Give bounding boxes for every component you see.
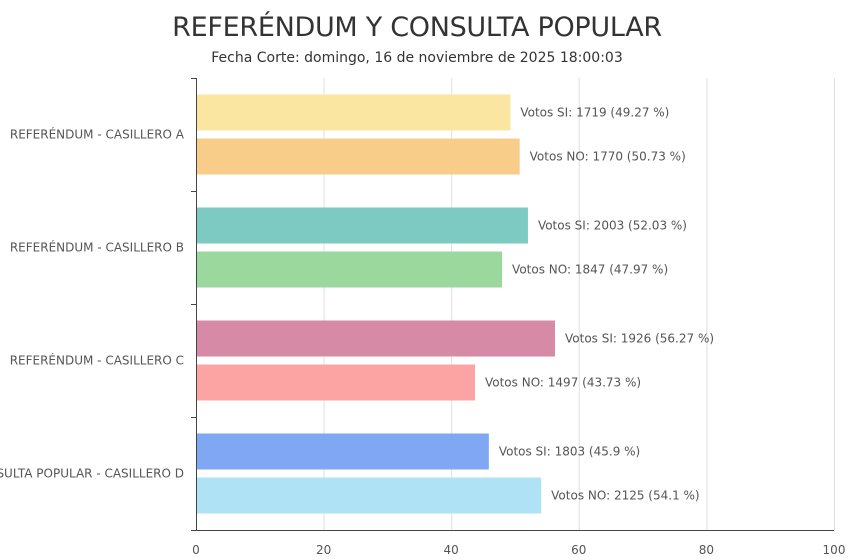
data-label: Votos NO: 1770 (50.73 %) (530, 150, 686, 164)
data-label: Votos SI: 1926 (56.27 %) (565, 332, 714, 346)
bar (197, 364, 475, 401)
bar (197, 251, 503, 288)
x-tick-label: 80 (699, 543, 714, 557)
chart-subtitle: Fecha Corte: domingo, 16 de noviembre de… (211, 50, 623, 66)
category-label: REFERÉNDUM - CASILLERO B (10, 240, 184, 255)
x-tick-label: 100 (823, 543, 846, 557)
x-tick-label: 60 (571, 543, 586, 557)
category-label: CONSULTA POPULAR - CASILLERO D (0, 467, 184, 481)
category-label: REFERÉNDUM - CASILLERO C (10, 353, 184, 368)
data-label: Votos SI: 1719 (49.27 %) (520, 106, 669, 120)
x-tick-label: 0 (192, 543, 200, 557)
bar (197, 320, 556, 357)
data-label: Votos NO: 2125 (54.1 %) (551, 489, 699, 503)
bar (197, 207, 528, 244)
x-tick-label: 40 (444, 543, 459, 557)
chart-title: REFERÉNDUM Y CONSULTA POPULAR (172, 12, 662, 43)
bar (197, 94, 511, 131)
data-label: Votos NO: 1497 (43.73 %) (485, 376, 641, 390)
category-label: REFERÉNDUM - CASILLERO A (10, 127, 185, 142)
x-tick-label: 20 (316, 543, 331, 557)
bar (197, 477, 542, 514)
data-label: Votos SI: 2003 (52.03 %) (538, 219, 687, 233)
data-label: Votos SI: 1803 (45.9 %) (499, 445, 640, 459)
bar (197, 433, 489, 470)
data-label: Votos NO: 1847 (47.97 %) (512, 263, 668, 277)
bar (197, 138, 520, 175)
